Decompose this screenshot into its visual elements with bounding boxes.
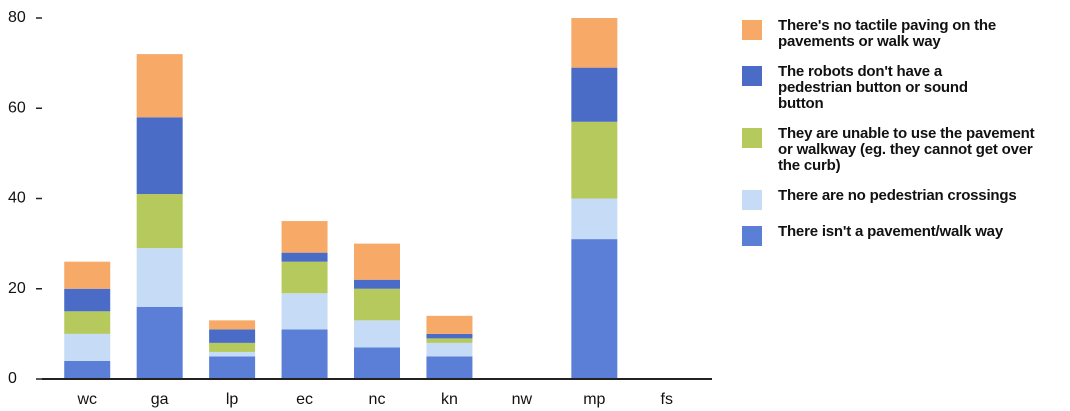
x-tick-label: nw bbox=[512, 391, 533, 408]
bar-segment bbox=[209, 356, 256, 379]
bar-segment bbox=[571, 121, 618, 199]
legend-label: They are unable to use the pavement or w… bbox=[778, 125, 1035, 174]
legend-item: There are no pedestrian crossings bbox=[742, 188, 1062, 210]
bar-segment bbox=[354, 288, 400, 321]
legend-label: There are no pedestrian crossings bbox=[778, 187, 1017, 204]
x-tick-label: nc bbox=[369, 391, 386, 408]
bar-segment bbox=[209, 351, 256, 357]
bar-segment bbox=[354, 279, 400, 289]
bar-segment bbox=[426, 356, 473, 379]
bar-segment bbox=[426, 315, 473, 334]
bar-segment bbox=[209, 329, 256, 343]
bar-segment bbox=[136, 193, 183, 249]
y-tick-label: 60 bbox=[8, 99, 26, 116]
bar-segment bbox=[354, 243, 400, 280]
legend: There's no tactile paving on the pavemen… bbox=[742, 18, 1062, 260]
bar-segment bbox=[571, 67, 618, 122]
x-tick-label: wc bbox=[76, 391, 97, 408]
legend-item: There isn't a pavement/walk way bbox=[742, 224, 1062, 246]
legend-label: There isn't a pavement/walk way bbox=[778, 223, 1003, 240]
bar-segment bbox=[426, 333, 473, 339]
x-tick-label: kn bbox=[441, 391, 458, 408]
bar-segment bbox=[136, 306, 183, 379]
bar-segment bbox=[281, 252, 328, 262]
legend-swatch bbox=[742, 66, 762, 86]
bar-segment bbox=[281, 329, 328, 379]
y-tick-label: 0 bbox=[8, 370, 17, 387]
bar-segment bbox=[571, 198, 618, 240]
bar-segment bbox=[281, 293, 328, 330]
bar-segment bbox=[209, 342, 256, 352]
bar-segment bbox=[64, 288, 111, 312]
legend-label: There's no tactile paving on the pavemen… bbox=[778, 17, 997, 50]
bar-segment bbox=[571, 239, 618, 379]
chart: 0 20 40 60 80 wc ga lp ec nc kn nw mp fs bbox=[8, 9, 712, 408]
x-tick-label: ec bbox=[296, 391, 313, 408]
bar-segment bbox=[571, 18, 618, 68]
legend-item: They are unable to use the pavement or w… bbox=[742, 126, 1062, 174]
legend-swatch bbox=[742, 128, 762, 148]
legend-swatch bbox=[742, 190, 762, 210]
bar-segment bbox=[136, 54, 183, 118]
y-tick-label: 80 bbox=[8, 9, 26, 26]
bar-segment bbox=[209, 320, 256, 330]
legend-label: The robots don't have a pedestrian butto… bbox=[778, 63, 968, 112]
y-tick-label: 20 bbox=[8, 280, 26, 297]
bar-segment bbox=[281, 261, 328, 294]
x-tick-label: mp bbox=[583, 391, 605, 408]
bar-segment bbox=[426, 338, 473, 343]
bar-segment bbox=[64, 261, 111, 289]
legend-swatch bbox=[742, 226, 762, 246]
bar-segment bbox=[64, 360, 111, 379]
bar-segment bbox=[136, 117, 183, 194]
legend-item: There's no tactile paving on the pavemen… bbox=[742, 18, 1062, 50]
x-tick-label: lp bbox=[226, 391, 239, 408]
x-tick-label: ga bbox=[151, 391, 169, 408]
legend-swatch bbox=[742, 20, 762, 40]
bar-segment bbox=[426, 342, 473, 357]
bar-segment bbox=[64, 333, 111, 361]
x-tick-label: fs bbox=[661, 391, 673, 408]
legend-item: The robots don't have a pedestrian butto… bbox=[742, 64, 1062, 112]
bar-segment bbox=[64, 311, 111, 334]
bar-segment bbox=[354, 347, 400, 379]
bar-segment bbox=[281, 221, 328, 253]
bar-segment bbox=[136, 248, 183, 307]
bar-segment bbox=[354, 320, 400, 348]
y-tick-label: 40 bbox=[8, 190, 26, 207]
